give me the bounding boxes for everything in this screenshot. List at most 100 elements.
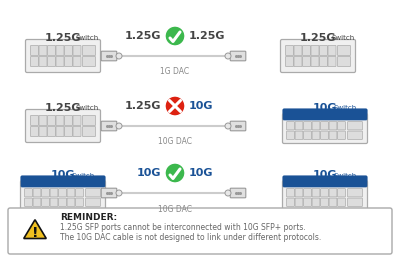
FancyBboxPatch shape xyxy=(8,208,392,254)
FancyBboxPatch shape xyxy=(329,198,337,206)
FancyBboxPatch shape xyxy=(48,115,56,125)
FancyBboxPatch shape xyxy=(25,189,32,197)
FancyBboxPatch shape xyxy=(30,126,38,136)
FancyBboxPatch shape xyxy=(48,126,56,136)
FancyBboxPatch shape xyxy=(82,115,96,125)
FancyBboxPatch shape xyxy=(230,188,246,198)
FancyBboxPatch shape xyxy=(328,57,336,67)
FancyBboxPatch shape xyxy=(320,57,328,67)
FancyBboxPatch shape xyxy=(56,126,64,136)
FancyBboxPatch shape xyxy=(39,46,47,56)
Text: 1.25G: 1.25G xyxy=(300,33,336,43)
FancyBboxPatch shape xyxy=(67,189,75,197)
FancyBboxPatch shape xyxy=(311,46,319,56)
FancyBboxPatch shape xyxy=(56,115,64,125)
Text: 10G: 10G xyxy=(313,170,337,180)
FancyBboxPatch shape xyxy=(304,189,312,197)
FancyBboxPatch shape xyxy=(280,39,356,72)
Polygon shape xyxy=(24,220,46,239)
Circle shape xyxy=(225,53,231,59)
FancyBboxPatch shape xyxy=(50,198,58,206)
FancyBboxPatch shape xyxy=(329,122,337,130)
FancyBboxPatch shape xyxy=(30,46,38,56)
Text: Switch: Switch xyxy=(76,105,99,112)
Circle shape xyxy=(116,53,122,59)
FancyBboxPatch shape xyxy=(294,46,302,56)
FancyBboxPatch shape xyxy=(348,122,362,130)
FancyBboxPatch shape xyxy=(82,126,96,136)
FancyBboxPatch shape xyxy=(286,57,294,67)
FancyBboxPatch shape xyxy=(286,46,294,56)
Text: 1.25G: 1.25G xyxy=(45,103,81,113)
Text: 10G DAC: 10G DAC xyxy=(158,205,192,214)
FancyBboxPatch shape xyxy=(328,46,336,56)
FancyBboxPatch shape xyxy=(294,57,302,67)
FancyBboxPatch shape xyxy=(25,198,32,206)
Circle shape xyxy=(165,96,185,116)
FancyBboxPatch shape xyxy=(282,180,368,210)
FancyBboxPatch shape xyxy=(348,131,362,140)
FancyBboxPatch shape xyxy=(283,176,367,187)
Text: 10G DAC: 10G DAC xyxy=(158,137,192,146)
FancyBboxPatch shape xyxy=(76,198,83,206)
FancyBboxPatch shape xyxy=(33,198,41,206)
FancyBboxPatch shape xyxy=(321,198,328,206)
FancyBboxPatch shape xyxy=(21,176,105,187)
FancyBboxPatch shape xyxy=(30,115,38,125)
Text: Switch: Switch xyxy=(334,105,357,112)
FancyBboxPatch shape xyxy=(320,46,328,56)
FancyBboxPatch shape xyxy=(59,198,66,206)
Text: 10G: 10G xyxy=(189,168,214,178)
Circle shape xyxy=(116,190,122,196)
Text: 10G: 10G xyxy=(51,170,75,180)
FancyBboxPatch shape xyxy=(338,46,350,56)
FancyBboxPatch shape xyxy=(311,57,319,67)
Text: REMINDER:: REMINDER: xyxy=(60,214,117,222)
Text: Switch: Switch xyxy=(72,173,95,178)
Text: 1.25G SFP ports cannot be interconnected with 10G SFP+ ports.: 1.25G SFP ports cannot be interconnected… xyxy=(60,223,306,232)
FancyBboxPatch shape xyxy=(64,46,72,56)
Text: Switch: Switch xyxy=(331,36,354,41)
Circle shape xyxy=(165,26,185,46)
FancyBboxPatch shape xyxy=(312,131,320,140)
FancyBboxPatch shape xyxy=(286,198,294,206)
FancyBboxPatch shape xyxy=(283,176,367,187)
FancyBboxPatch shape xyxy=(348,189,362,197)
Text: 10G: 10G xyxy=(136,168,161,178)
FancyBboxPatch shape xyxy=(304,198,312,206)
FancyBboxPatch shape xyxy=(64,126,72,136)
FancyBboxPatch shape xyxy=(33,189,41,197)
FancyBboxPatch shape xyxy=(42,189,50,197)
FancyBboxPatch shape xyxy=(76,189,83,197)
FancyBboxPatch shape xyxy=(283,109,367,120)
FancyBboxPatch shape xyxy=(39,57,47,67)
FancyBboxPatch shape xyxy=(101,51,117,61)
FancyBboxPatch shape xyxy=(64,115,72,125)
Text: Switch: Switch xyxy=(334,173,357,178)
FancyBboxPatch shape xyxy=(286,189,294,197)
FancyBboxPatch shape xyxy=(73,115,81,125)
FancyBboxPatch shape xyxy=(21,176,105,187)
Text: 1G DAC: 1G DAC xyxy=(160,68,190,77)
FancyBboxPatch shape xyxy=(20,180,106,210)
Text: Switch: Switch xyxy=(76,36,99,41)
Text: 1.25G: 1.25G xyxy=(124,31,161,41)
FancyBboxPatch shape xyxy=(82,57,96,67)
FancyBboxPatch shape xyxy=(283,109,367,120)
FancyBboxPatch shape xyxy=(73,126,81,136)
FancyBboxPatch shape xyxy=(329,189,337,197)
Text: The 10G DAC cable is not designed to link under different protocols.: The 10G DAC cable is not designed to lin… xyxy=(60,233,321,242)
FancyBboxPatch shape xyxy=(230,51,246,61)
FancyBboxPatch shape xyxy=(26,110,100,143)
FancyBboxPatch shape xyxy=(312,122,320,130)
FancyBboxPatch shape xyxy=(295,131,303,140)
FancyBboxPatch shape xyxy=(338,57,350,67)
Text: 10G: 10G xyxy=(189,101,214,111)
FancyBboxPatch shape xyxy=(48,57,56,67)
FancyBboxPatch shape xyxy=(101,188,117,198)
Text: 1.25G: 1.25G xyxy=(45,33,81,43)
FancyBboxPatch shape xyxy=(286,131,294,140)
FancyBboxPatch shape xyxy=(286,122,294,130)
FancyBboxPatch shape xyxy=(56,57,64,67)
FancyBboxPatch shape xyxy=(67,198,75,206)
